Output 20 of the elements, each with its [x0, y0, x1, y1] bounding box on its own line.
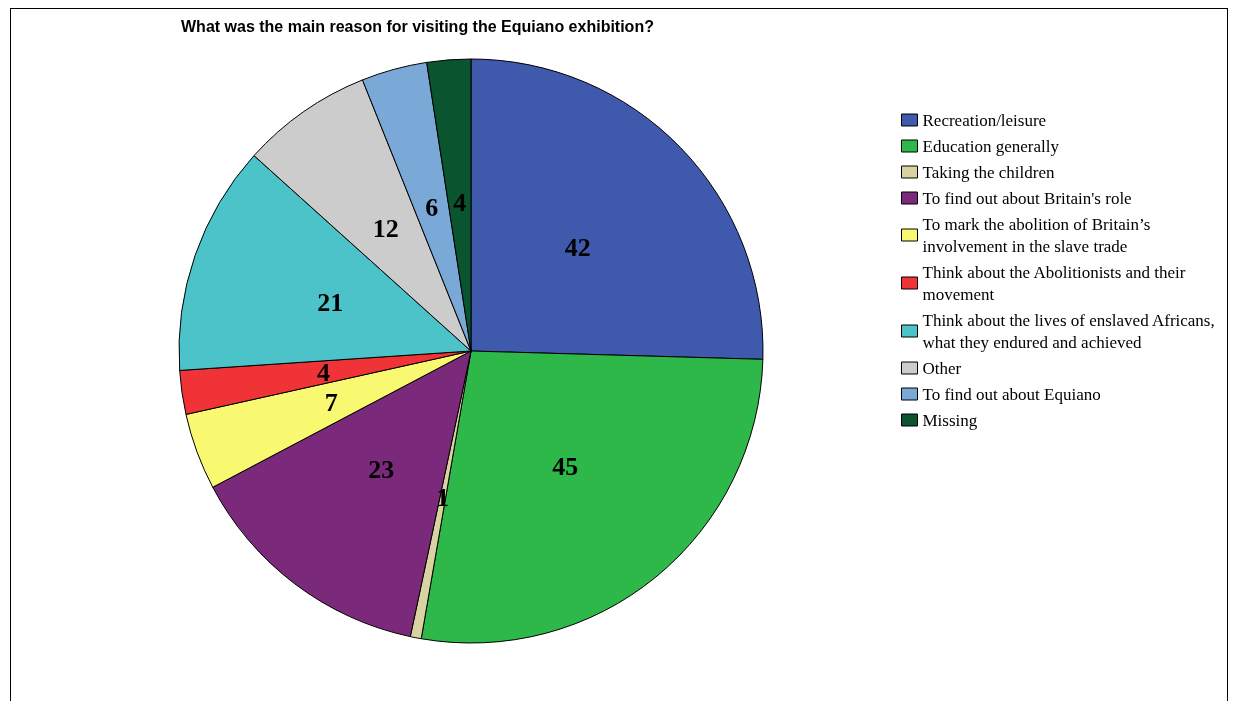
legend-label: Other [922, 358, 962, 378]
data-label: 21 [317, 287, 344, 317]
legend-label: To mark the abolition of Britain’s involvement in the slave trade [922, 214, 1155, 256]
data-label: 7 [324, 387, 338, 417]
legend-label: Taking the children [922, 162, 1055, 182]
legend-label: Recreation/leisure [922, 110, 1047, 130]
data-label: 4 [453, 187, 467, 217]
data-label: 12 [372, 214, 399, 244]
data-label: 23 [368, 455, 395, 485]
data-label: 42 [564, 232, 591, 262]
legend-label: Think about the lives of enslaved Africans, what they endured and achieved [922, 310, 1219, 352]
data-label: 4 [317, 357, 331, 387]
legend-label: To find out about Britain's role [922, 188, 1132, 208]
data-label: 6 [425, 192, 439, 222]
legend-label: Education generally [922, 136, 1060, 156]
chart-title: What was the main reason for visiting the Equiano exhibition? [181, 17, 654, 35]
data-label: 45 [552, 451, 579, 481]
legend-label: Missing [922, 410, 978, 430]
legend-label: To find out about Equiano [922, 384, 1101, 404]
legend-label: Think about the Abolitionists and their movement [922, 262, 1190, 304]
